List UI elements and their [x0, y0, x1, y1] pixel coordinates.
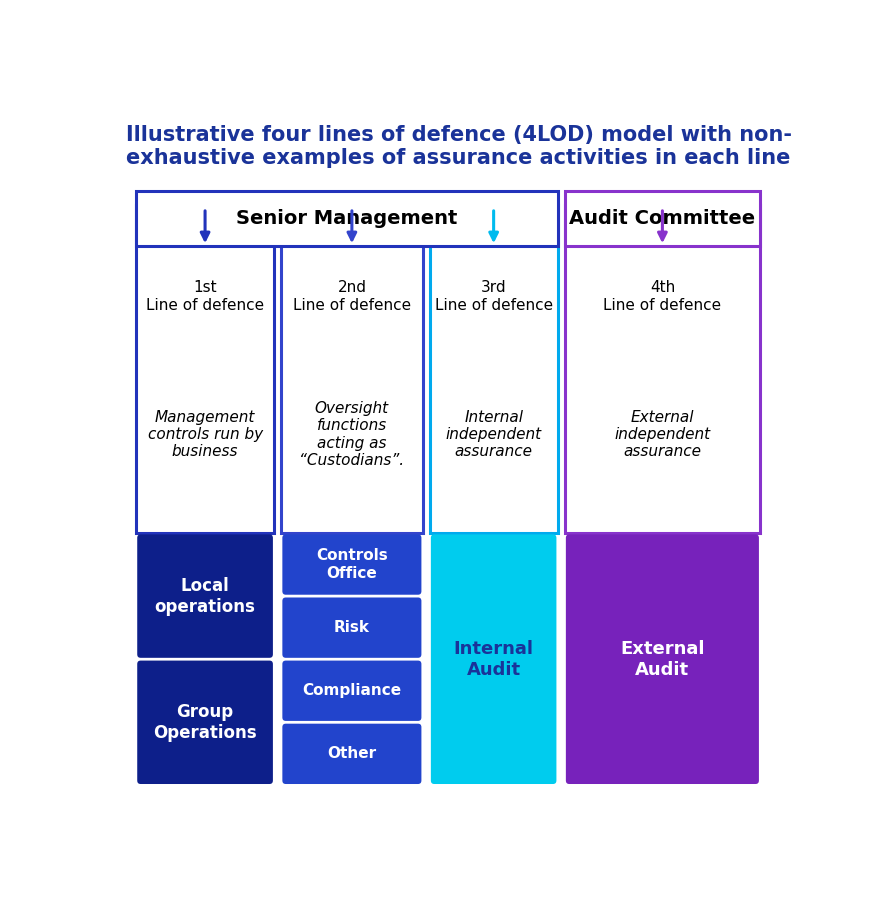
Text: Controls
Office: Controls Office: [316, 549, 388, 581]
Text: Internal
independent
assurance: Internal independent assurance: [446, 409, 542, 460]
Text: External
Audit: External Audit: [620, 639, 705, 679]
Text: Internal
Audit: Internal Audit: [454, 639, 534, 679]
Text: Other: Other: [327, 746, 376, 762]
Text: 1st
Line of defence: 1st Line of defence: [146, 280, 264, 313]
FancyBboxPatch shape: [138, 661, 273, 784]
Text: Risk: Risk: [334, 621, 370, 635]
Text: Management
controls run by
business: Management controls run by business: [147, 409, 263, 460]
Text: Oversight
functions
acting as
“Custodians”.: Oversight functions acting as “Custodian…: [300, 401, 404, 468]
FancyBboxPatch shape: [136, 190, 557, 246]
Text: Group
Operations: Group Operations: [153, 703, 257, 742]
FancyBboxPatch shape: [282, 661, 422, 721]
FancyBboxPatch shape: [564, 205, 760, 533]
Text: Audit Committee: Audit Committee: [570, 209, 755, 228]
FancyBboxPatch shape: [282, 534, 422, 594]
Text: Compliance: Compliance: [302, 683, 402, 699]
Text: Senior Management: Senior Management: [236, 209, 457, 228]
Text: 3rd
Line of defence: 3rd Line of defence: [435, 280, 553, 313]
FancyBboxPatch shape: [431, 534, 557, 784]
FancyBboxPatch shape: [564, 190, 760, 246]
FancyBboxPatch shape: [138, 534, 273, 658]
Text: 2nd
Line of defence: 2nd Line of defence: [293, 280, 411, 313]
FancyBboxPatch shape: [429, 205, 557, 533]
Text: Illustrative four lines of defence (4LOD) model with non-
exhaustive examples of: Illustrative four lines of defence (4LOD…: [125, 125, 792, 168]
Text: External
independent
assurance: External independent assurance: [614, 409, 711, 460]
FancyBboxPatch shape: [282, 724, 422, 784]
FancyBboxPatch shape: [136, 205, 274, 533]
FancyBboxPatch shape: [282, 597, 422, 658]
FancyBboxPatch shape: [281, 205, 422, 533]
Text: 4th
Line of defence: 4th Line of defence: [604, 280, 721, 313]
Text: Local
operations: Local operations: [155, 577, 255, 615]
FancyBboxPatch shape: [566, 534, 759, 784]
